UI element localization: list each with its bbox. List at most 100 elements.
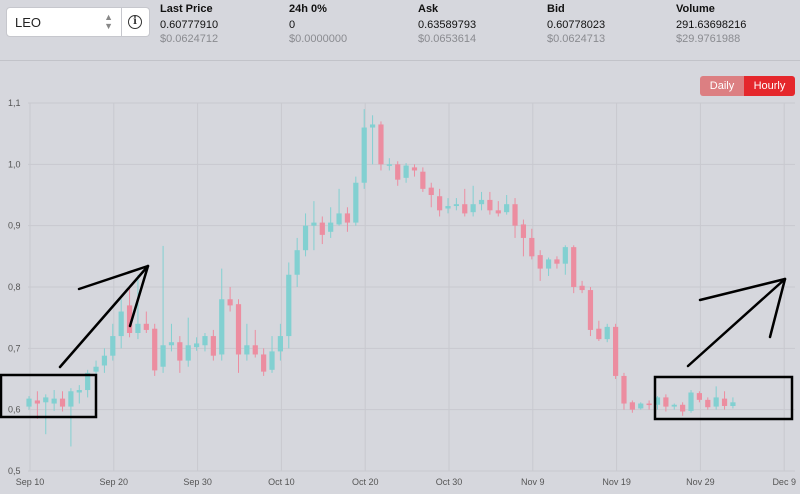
candle-body xyxy=(403,165,409,178)
candle-body xyxy=(110,336,116,356)
candle-body xyxy=(730,402,736,406)
candle-body xyxy=(428,187,434,195)
stat-last-price: Last Price 0.60777910 $0.0624712 xyxy=(160,3,218,45)
candle-body xyxy=(386,164,392,166)
x-tick-label: Nov 19 xyxy=(602,477,631,487)
candle-body xyxy=(235,304,242,355)
candle-body xyxy=(152,328,158,371)
stat-value: 0.63589793 xyxy=(418,19,477,31)
candle-body xyxy=(437,196,443,211)
y-tick-label: 1,0 xyxy=(8,159,21,169)
candle-body xyxy=(562,247,568,264)
stat-value: 0.60777910 xyxy=(160,19,219,31)
candle-body xyxy=(713,397,719,407)
x-tick-label: Sep 20 xyxy=(100,477,129,487)
candle-body xyxy=(210,336,216,356)
candle-body xyxy=(168,342,175,346)
candle-body xyxy=(34,400,40,404)
candle-body xyxy=(311,222,317,226)
candle-body xyxy=(101,355,108,366)
candle-body xyxy=(520,224,527,238)
candle-body xyxy=(85,372,91,391)
stat-label: Bid xyxy=(547,3,565,15)
candle-body xyxy=(470,204,476,213)
candle-body xyxy=(537,255,543,269)
candle-body xyxy=(411,167,418,171)
candle-body xyxy=(478,199,485,205)
candle-body xyxy=(43,397,49,403)
candle-body xyxy=(59,398,66,407)
annotation-box xyxy=(653,375,794,421)
y-tick-label: 0,5 xyxy=(8,466,21,476)
candle-body xyxy=(160,345,166,367)
info-button[interactable]: i xyxy=(122,7,150,37)
stat-label: Volume xyxy=(676,3,715,15)
candle-body xyxy=(646,403,652,406)
candle-body xyxy=(504,204,510,213)
candle-body xyxy=(638,403,644,409)
candle-body xyxy=(587,290,594,330)
candle-body xyxy=(302,225,309,251)
candle-body xyxy=(126,305,133,333)
stat-bid: Bid 0.60778023 $0.0624713 xyxy=(547,3,605,45)
y-tick-label: 0,9 xyxy=(8,221,21,231)
candle-body xyxy=(344,213,351,223)
candle-body xyxy=(336,213,342,225)
candle-body xyxy=(495,210,501,214)
candle-body xyxy=(613,326,619,376)
candle-body xyxy=(76,390,82,393)
x-tick-label: Nov 9 xyxy=(521,477,545,487)
candle-body xyxy=(93,366,99,372)
stat-usd-value: $0.0000000 xyxy=(289,33,348,45)
candle-body xyxy=(420,171,426,189)
candle-body xyxy=(328,222,334,232)
candle-body xyxy=(26,398,32,407)
x-tick-label: Nov 29 xyxy=(686,477,715,487)
candle-body xyxy=(663,397,669,407)
candle-body xyxy=(143,323,149,330)
tab-daily[interactable]: Daily xyxy=(700,76,744,96)
candle-body xyxy=(688,392,694,411)
header-divider xyxy=(0,60,800,61)
candle-body xyxy=(378,124,384,165)
candle-body xyxy=(185,345,191,361)
stat-volume: Volume 291.63698216 $29.9761988 xyxy=(676,3,746,45)
candle-body xyxy=(462,204,468,214)
candle-body xyxy=(453,204,459,207)
stat-label: Ask xyxy=(418,3,439,15)
x-tick-label: Oct 10 xyxy=(268,477,295,487)
tab-hourly[interactable]: Hourly xyxy=(744,76,795,96)
stat-label: Last Price xyxy=(160,3,213,15)
pair-select[interactable]: LEO ▲ ▼ xyxy=(6,7,122,37)
candle-body xyxy=(579,285,585,291)
candle-body xyxy=(261,354,267,372)
candle-body xyxy=(512,204,518,226)
x-tick-label: Dec 9 xyxy=(772,477,796,487)
candle-body xyxy=(353,182,359,223)
annotation-arrow-head xyxy=(77,264,150,328)
candle-body xyxy=(219,299,225,355)
stat-value: 0.60778023 xyxy=(547,19,606,31)
candle-body xyxy=(269,351,275,370)
stat-usd-value: $29.9761988 xyxy=(676,33,741,45)
candle-body xyxy=(177,342,183,361)
candle-body xyxy=(286,274,292,337)
y-tick-label: 0,8 xyxy=(8,282,21,292)
y-tick-label: 0,6 xyxy=(8,405,21,415)
annotation-box xyxy=(0,373,98,419)
candle-body xyxy=(361,127,367,183)
candle-body xyxy=(654,397,661,405)
stat-label: 24h 0% xyxy=(289,3,327,15)
candle-body xyxy=(571,247,577,287)
ticker-bar: LEO ▲ ▼ i Last Price 0.60777910 $0.062471… xyxy=(0,0,800,48)
annotation-arrow xyxy=(686,277,787,368)
stat-usd-value: $0.0624713 xyxy=(547,33,606,45)
x-tick-label: Sep 30 xyxy=(183,477,212,487)
candle-body xyxy=(554,259,560,264)
y-tick-label: 0,7 xyxy=(8,343,21,353)
candle-body xyxy=(294,250,300,275)
annotation-arrow-head xyxy=(698,277,787,339)
candle-body xyxy=(680,404,686,412)
candle-body xyxy=(369,124,376,128)
